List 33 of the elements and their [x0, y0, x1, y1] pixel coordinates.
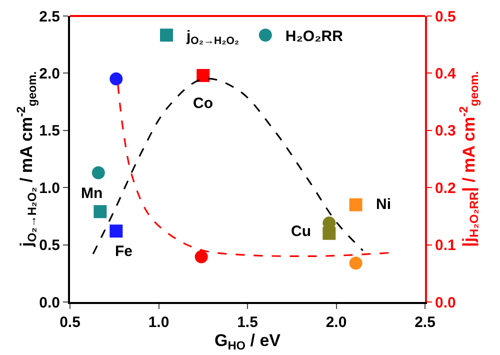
annotation: Fe	[115, 243, 133, 260]
annotation: Ni	[376, 196, 391, 213]
point	[92, 166, 105, 180]
x-axis-title: G$_{HO}$ / eV	[214, 331, 282, 353]
x-tick-label: 2.5	[414, 314, 436, 331]
point	[94, 205, 107, 218]
annotation: Mn	[81, 185, 103, 202]
y-tick-label: 0.5	[39, 237, 60, 254]
y-tick-label: 2.0	[39, 65, 60, 82]
annotation: Cu	[291, 223, 311, 240]
point	[196, 68, 210, 82]
y2-tick-label: 0.5	[435, 8, 456, 26]
point	[194, 250, 208, 264]
y2-tick-label: 0.3	[435, 122, 456, 140]
x-tick-label: 0.5	[60, 314, 80, 331]
y-tick-label: 0.0	[39, 294, 60, 312]
x-tick-label: 1.0	[148, 314, 170, 331]
y-tick-label: 1.5	[39, 122, 60, 140]
y2-tick-label: 0.1	[435, 237, 456, 254]
point	[349, 198, 362, 212]
y2-tick-label: 0.2	[435, 180, 456, 197]
x-tick-label: 2.0	[326, 314, 347, 331]
y-tick-label: 1.0	[39, 180, 60, 197]
point	[349, 256, 362, 270]
y-tick-label: 2.5	[39, 8, 60, 26]
legend-label: j$_{O₂→H₂O₂}$	[186, 28, 240, 48]
point	[110, 224, 123, 238]
point	[110, 72, 123, 86]
y2-tick-label: 0.0	[435, 294, 456, 312]
annotation: Co	[193, 95, 213, 112]
legend-label: H₂O₂RR	[285, 28, 344, 45]
x-tick-label: 1.5	[237, 314, 258, 331]
y2-tick-label: 0.4	[435, 65, 457, 82]
